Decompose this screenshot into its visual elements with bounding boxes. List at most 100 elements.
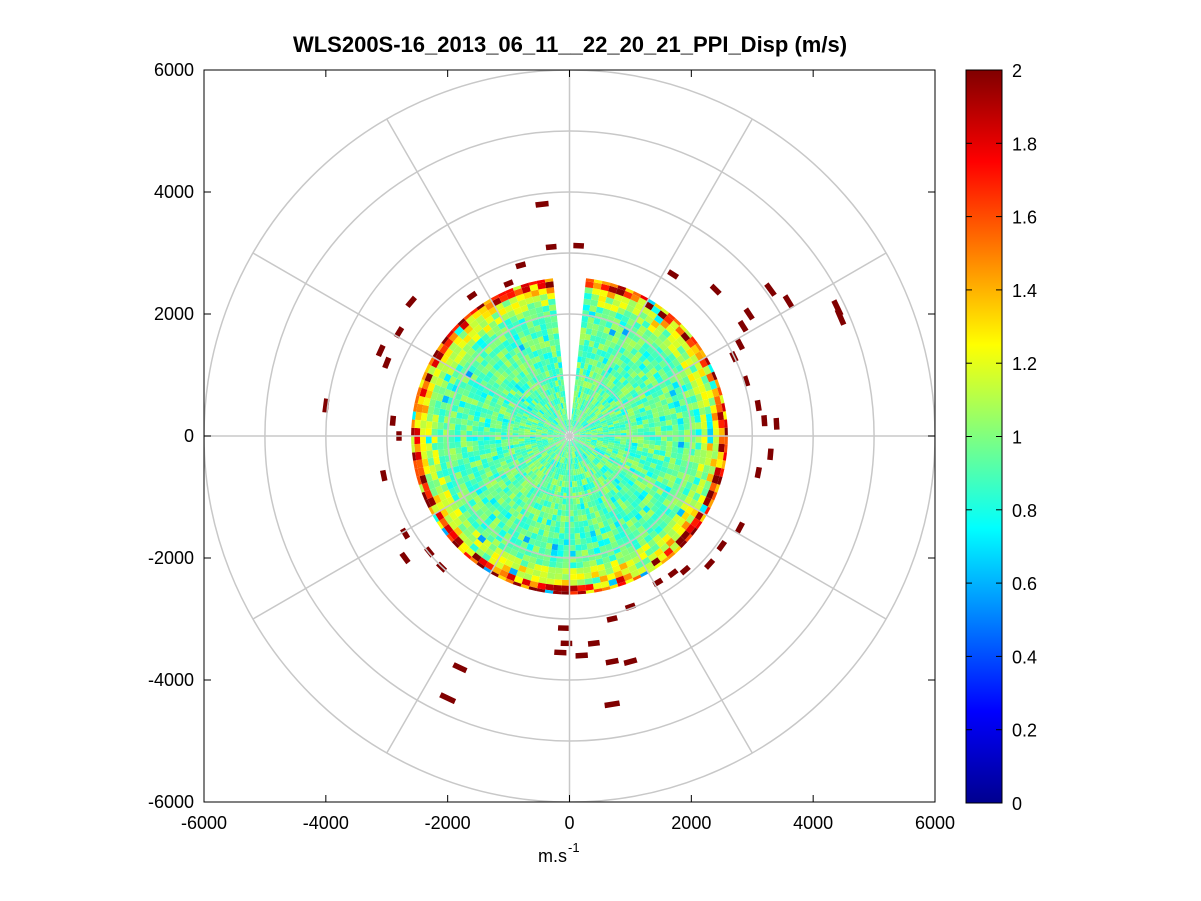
data-cell [608, 456, 616, 462]
data-cell [553, 399, 558, 406]
data-cell [571, 463, 573, 470]
data-cell [596, 412, 603, 418]
data-cell [458, 464, 466, 472]
data-cell [616, 556, 626, 565]
data-cell [613, 396, 621, 403]
data-cell [411, 419, 415, 428]
data-cell [573, 463, 577, 470]
data-cell [579, 467, 584, 474]
data-cell [711, 412, 719, 421]
data-cell [493, 370, 502, 379]
data-cell [605, 417, 612, 422]
data-cell [587, 409, 593, 416]
data-cell [512, 438, 519, 442]
data-cell [544, 370, 551, 378]
data-cell [603, 401, 610, 408]
data-cell [496, 399, 504, 406]
data-cell [585, 477, 591, 484]
data-cell [418, 379, 425, 388]
data-cell [484, 354, 493, 363]
data-cell [521, 402, 529, 409]
outlier-cell [716, 540, 728, 552]
data-cell [554, 439, 560, 443]
data-cell [489, 497, 498, 506]
data-cell [463, 324, 474, 335]
data-cell [650, 512, 660, 522]
data-cell [603, 464, 610, 471]
data-cell [654, 337, 663, 347]
data-cell [592, 466, 599, 473]
data-cell [413, 403, 418, 412]
data-cell [589, 559, 597, 567]
data-cell [562, 439, 567, 445]
data-cell [509, 548, 519, 557]
data-cell [672, 436, 679, 442]
data-cell [542, 442, 549, 447]
data-cell [539, 541, 547, 549]
data-cell [513, 421, 521, 426]
data-cell [471, 512, 480, 521]
data-cell [603, 413, 610, 418]
data-cell [458, 358, 468, 368]
data-cell [466, 419, 474, 426]
data-cell [552, 356, 558, 364]
data-cell [576, 397, 580, 404]
data-cell [530, 443, 537, 447]
data-cell [522, 523, 530, 531]
data-cell [576, 423, 582, 429]
data-cell [615, 467, 623, 473]
data-cell [601, 466, 608, 473]
data-cell [582, 496, 588, 504]
data-cell [639, 382, 647, 390]
data-cell [628, 455, 635, 461]
data-cell [501, 436, 507, 440]
data-cell [432, 414, 439, 423]
data-cell [501, 442, 508, 447]
data-cell [636, 389, 644, 396]
data-cell [474, 410, 481, 417]
data-cell [546, 501, 552, 508]
data-cell [630, 493, 638, 501]
data-cell [620, 441, 627, 445]
data-cell [459, 381, 468, 390]
data-cell [637, 525, 646, 534]
data-cell [533, 475, 540, 483]
data-cell [681, 410, 689, 418]
data-cell [658, 342, 668, 352]
data-cell [491, 397, 499, 404]
data-cell [663, 356, 672, 365]
data-cell [594, 420, 601, 425]
data-cell [559, 444, 564, 450]
data-cell [430, 471, 439, 481]
data-cell [490, 529, 499, 539]
data-cell [482, 375, 491, 383]
data-cell [522, 489, 530, 497]
data-cell [587, 346, 594, 353]
data-cell [649, 367, 658, 376]
data-cell [612, 461, 619, 468]
data-cell [699, 349, 707, 359]
data-cell [663, 456, 671, 463]
data-cell [587, 382, 593, 390]
data-cell [570, 425, 572, 432]
data-cell [505, 489, 513, 497]
data-cell [469, 307, 479, 316]
data-cell [541, 535, 548, 543]
data-cell [520, 471, 528, 478]
data-cell [520, 559, 529, 568]
data-cell [573, 469, 576, 476]
data-cell [596, 440, 603, 443]
data-cell [642, 401, 650, 408]
data-cell [634, 367, 642, 375]
data-cell [495, 486, 503, 494]
data-cell [682, 487, 691, 497]
data-cell [616, 454, 623, 460]
data-cell [482, 403, 490, 410]
data-cell [520, 323, 529, 331]
data-cell [648, 489, 657, 497]
data-cell [484, 525, 494, 535]
data-cell [671, 532, 681, 542]
data-cell [573, 402, 577, 409]
data-cell [562, 439, 567, 444]
outlier-cell [380, 469, 388, 482]
